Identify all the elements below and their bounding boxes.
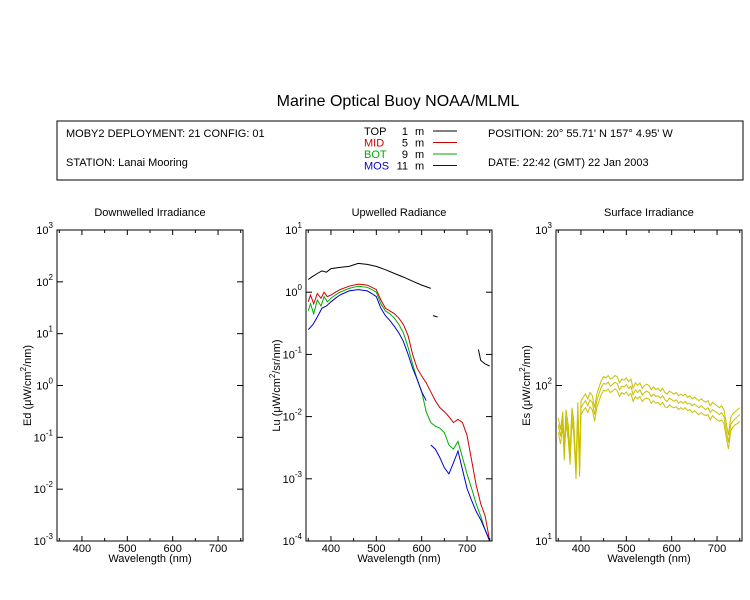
legend-label: MID	[364, 138, 384, 150]
legend-depth: 1	[402, 126, 408, 138]
x-tick-label: 400	[322, 543, 340, 555]
legend-item-mid: MID 5 m	[364, 138, 457, 150]
x-tick-label: 600	[413, 543, 431, 555]
panel-title: Downwelled Irradiance	[94, 207, 205, 219]
x-tick-label: 400	[73, 543, 91, 555]
y-tick-label: 10-3	[34, 532, 54, 548]
legend-item-top: TOP 1 m	[364, 126, 457, 138]
y-tick-label: 100	[285, 283, 302, 299]
legend-unit: m	[415, 161, 424, 173]
y-tick-label: 10-2	[283, 408, 303, 424]
legend-label: MOS	[364, 161, 389, 173]
legend-label: TOP	[364, 126, 386, 138]
y-axis-label: Es (μW/cm2/nm)	[518, 345, 533, 425]
series-line-es	[557, 374, 741, 467]
y-tick-label: 103	[36, 221, 53, 237]
x-tick-label: 500	[118, 543, 136, 555]
y-tick-label: 10-4	[283, 532, 303, 548]
position-text: POSITION: 20° 55.71' N 157° 4.95' W	[488, 128, 673, 140]
series-line-mid	[307, 283, 491, 541]
series-line-bot	[307, 285, 491, 541]
y-tick-label: 101	[36, 325, 53, 341]
panel-title: Upwelled Radiance	[352, 207, 447, 219]
legend-item-mos: MOS 11 m	[364, 161, 457, 173]
y-axis-label: Ed (μW/cm2/nm)	[19, 345, 34, 426]
x-tick-label: 700	[458, 543, 476, 555]
legend-unit: m	[415, 149, 424, 161]
series-line-top	[308, 262, 431, 289]
x-tick-label: 600	[663, 543, 681, 555]
series-group	[307, 262, 491, 541]
series-line-top	[477, 349, 490, 367]
legend-unit: m	[415, 138, 424, 150]
y-tick-label: 10-1	[283, 345, 303, 361]
x-tick-label: 500	[617, 543, 635, 555]
y-tick-label: 10-2	[34, 480, 54, 496]
series-line-es	[557, 388, 741, 480]
plot-frame	[305, 229, 493, 542]
x-axis-label: Wavelength (nm)	[357, 553, 440, 565]
x-tick-label: 700	[708, 543, 726, 555]
panel-1: Downwelled Irradiance 400 500 600 700 Wavelen…	[19, 207, 244, 565]
deployment-text: MOBY2 DEPLOYMENT: 21 CONFIG: 01	[66, 128, 265, 140]
date-text: DATE: 22:42 (GMT) 22 Jan 2003	[488, 157, 649, 169]
series-line-mos	[430, 444, 491, 541]
legend-item-bot: BOT 9 m	[364, 149, 457, 161]
y-axis-label: Lu (μW/cm2/sr/nm)	[268, 339, 283, 431]
y-tick-label: 10-1	[34, 428, 54, 444]
series-line-es	[557, 381, 741, 474]
x-tick-label: 600	[164, 543, 182, 555]
x-axis-label: Wavelength (nm)	[607, 553, 690, 565]
station-text: STATION: Lanai Mooring	[66, 157, 188, 169]
panel-3: Surface Irradiance 400 500 600 700 Wavelength…	[518, 207, 743, 565]
legend-unit: m	[415, 126, 424, 138]
y-tick-label: 101	[535, 532, 552, 548]
x-tick-label: 700	[209, 543, 227, 555]
y-tick-label: 100	[36, 377, 53, 393]
y-tick-label: 102	[535, 377, 552, 393]
info-box	[56, 120, 744, 181]
x-tick-label: 400	[572, 543, 590, 555]
legend-depth: 9	[402, 149, 408, 161]
y-tick-label: 103	[535, 221, 552, 237]
y-tick-label: 10-3	[283, 470, 303, 486]
legend-label: BOT	[364, 149, 387, 161]
series-group	[557, 374, 741, 480]
y-tick-label: 101	[285, 221, 302, 237]
chart-panels: Downwelled Irradiance 400 500 600 700 Wavelen…	[19, 207, 743, 565]
panel-2: Upwelled Radiance 400 500 600 700 Wavelength …	[268, 207, 493, 565]
legend-depth: 5	[402, 138, 408, 150]
legend-depth: 11	[397, 161, 408, 173]
y-tick-label: 102	[36, 273, 53, 289]
series-line-mos	[307, 289, 427, 401]
series-line-top	[432, 315, 438, 318]
x-axis-label: Wavelength (nm)	[108, 553, 191, 565]
panel-title: Surface Irradiance	[604, 207, 694, 219]
figure-title: Marine Optical Buoy NOAA/MLML	[277, 93, 520, 110]
plot-frame	[56, 229, 244, 542]
x-tick-label: 500	[367, 543, 385, 555]
